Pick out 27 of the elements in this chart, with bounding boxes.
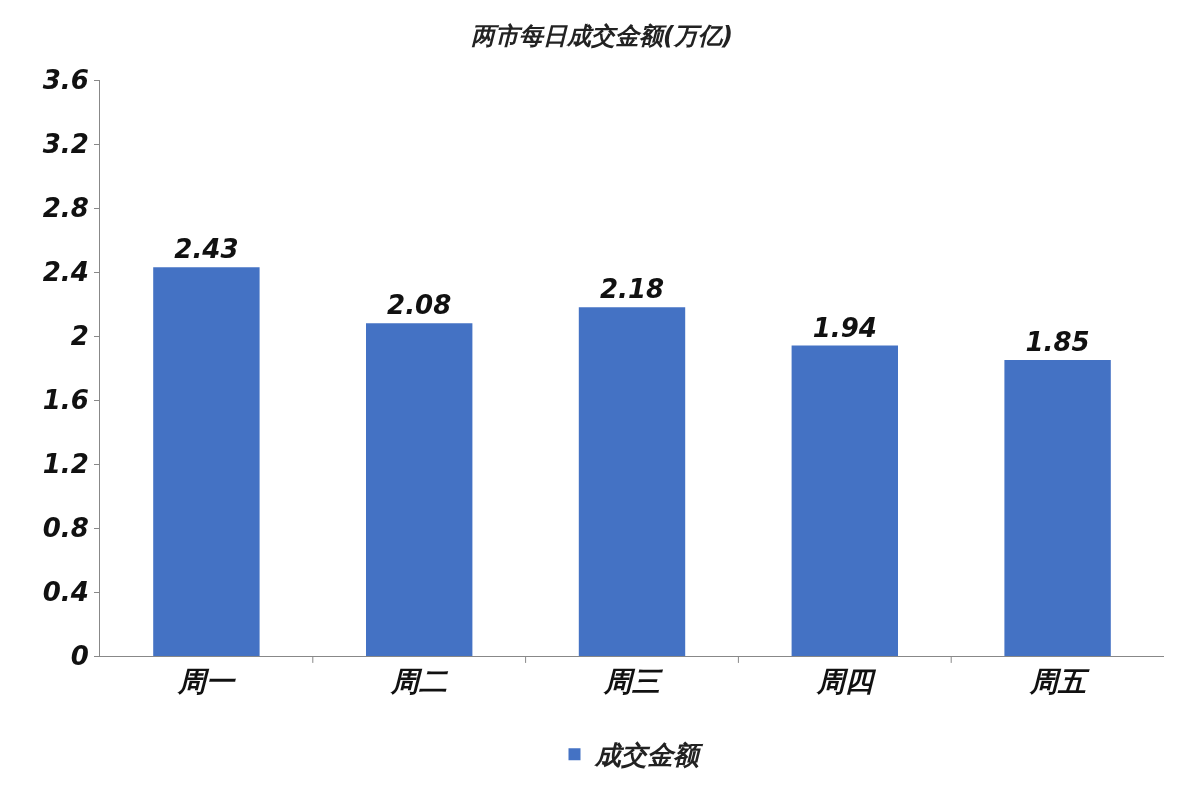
y-tick-label: 2.4 — [42, 257, 89, 288]
y-tick-label: 0.4 — [42, 577, 89, 608]
data-label: 1.94 — [812, 312, 877, 343]
x-tick-label: 周二 — [390, 664, 450, 698]
data-label: 2.18 — [599, 274, 665, 305]
bar — [578, 307, 686, 656]
y-tick-label: 3.6 — [42, 65, 89, 96]
bar — [791, 345, 898, 656]
bar — [153, 267, 260, 656]
data-label: 2.08 — [387, 290, 452, 321]
bar — [366, 323, 473, 656]
bar — [1004, 360, 1111, 656]
chart-title: 两市每日成交金额(万亿) — [471, 22, 733, 51]
data-label: 1.85 — [1025, 327, 1090, 357]
x-tick-label: 周一 — [177, 664, 237, 698]
y-tick-label: 0.8 — [42, 513, 89, 544]
y-tick-label: 0 — [70, 641, 89, 672]
legend-label: 成交金额 — [593, 740, 704, 771]
x-tick-label: 周四 — [815, 664, 877, 698]
y-tick-label: 1.2 — [42, 449, 89, 480]
x-tick-label: 周五 — [1028, 664, 1090, 698]
y-tick-label: 2.8 — [42, 193, 89, 224]
y-tick-label: 1.6 — [42, 385, 89, 416]
data-label: 2.43 — [174, 234, 239, 265]
y-tick-label: 3.2 — [42, 129, 89, 160]
x-tick-label: 周三 — [603, 664, 664, 698]
y-tick-label: 2 — [70, 321, 89, 352]
